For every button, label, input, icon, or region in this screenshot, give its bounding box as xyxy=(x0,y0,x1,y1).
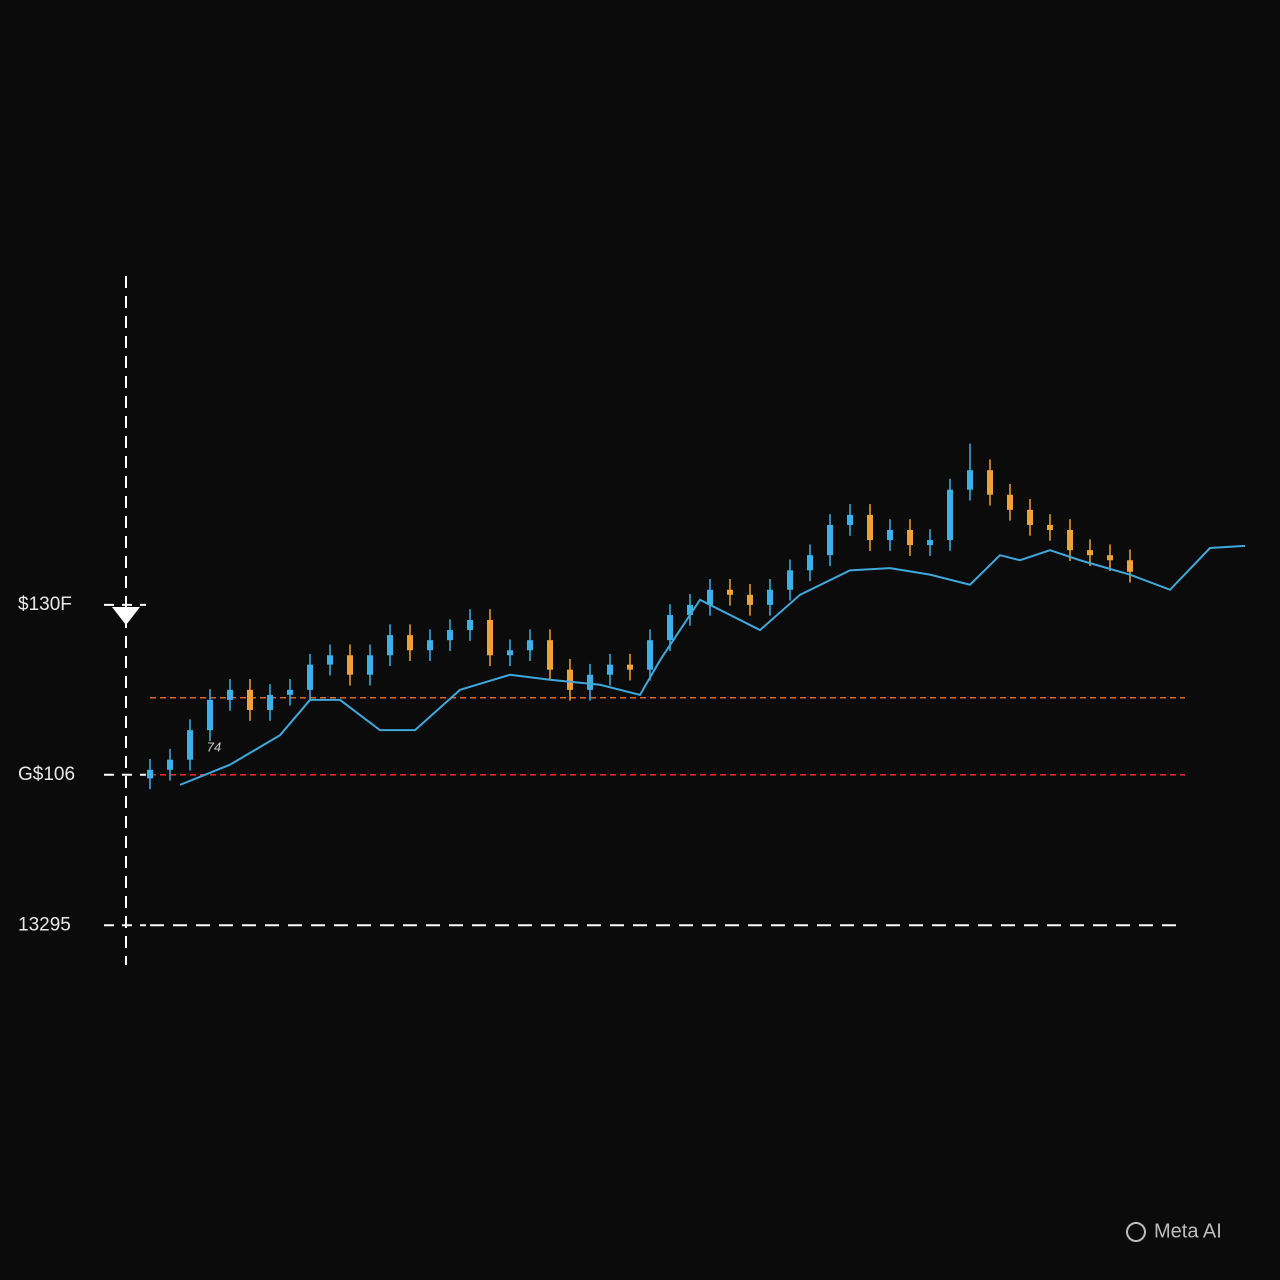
candle-body xyxy=(1087,550,1093,556)
watermark-icon xyxy=(1126,1222,1146,1242)
candle-body xyxy=(667,614,673,641)
candle-body xyxy=(807,555,813,571)
candle-body xyxy=(187,730,193,760)
candle-body xyxy=(947,489,953,541)
candle-body xyxy=(1107,555,1113,561)
candle-body xyxy=(567,669,573,690)
candle-body xyxy=(287,689,293,695)
candle-body xyxy=(1067,530,1073,551)
candle-body xyxy=(827,524,833,556)
candle-body xyxy=(447,630,453,641)
candle-body xyxy=(967,470,973,490)
moving-average xyxy=(179,544,1246,786)
candle-body xyxy=(327,655,333,665)
y-tick-label: $130F xyxy=(18,594,72,615)
candle-body xyxy=(607,664,613,675)
candle-body xyxy=(907,530,913,546)
candle-body xyxy=(307,664,313,690)
candle-body xyxy=(1007,494,1013,510)
candle-body xyxy=(787,570,793,590)
candle-body xyxy=(927,540,933,546)
candle-body xyxy=(847,514,853,525)
candle-body xyxy=(727,589,733,595)
candle-body xyxy=(147,769,153,779)
candle-body xyxy=(407,635,413,651)
candle-body xyxy=(507,650,513,656)
annotation: 74 xyxy=(207,739,221,754)
candle-body xyxy=(427,640,433,651)
candle-body xyxy=(167,759,173,770)
candle-body xyxy=(867,514,873,541)
candle-body xyxy=(467,620,473,631)
candle-body xyxy=(627,664,633,670)
y-tick-label: G$106 xyxy=(18,764,75,785)
candle-body xyxy=(227,689,233,700)
candle-body xyxy=(1127,560,1133,572)
candle-body xyxy=(587,674,593,690)
candle-body xyxy=(487,620,493,656)
candle-body xyxy=(1027,509,1033,525)
candle-body xyxy=(207,699,213,731)
y-tick-label: 13295 xyxy=(18,914,71,935)
candle-body xyxy=(887,530,893,541)
candle-body xyxy=(367,655,373,675)
watermark: Meta AI xyxy=(1154,1220,1222,1242)
candle-body xyxy=(987,470,993,495)
arrow xyxy=(112,607,140,625)
candle-body xyxy=(747,594,753,605)
candle-body xyxy=(707,589,713,605)
candle-body xyxy=(527,640,533,651)
candle-body xyxy=(647,640,653,670)
candle-body xyxy=(347,655,353,675)
candle-body xyxy=(547,640,553,670)
candle-body xyxy=(687,604,693,615)
candle-body xyxy=(387,635,393,656)
candle-body xyxy=(247,689,253,710)
candle-body xyxy=(267,694,273,710)
candle-body xyxy=(767,589,773,605)
candle-body xyxy=(1047,524,1053,530)
